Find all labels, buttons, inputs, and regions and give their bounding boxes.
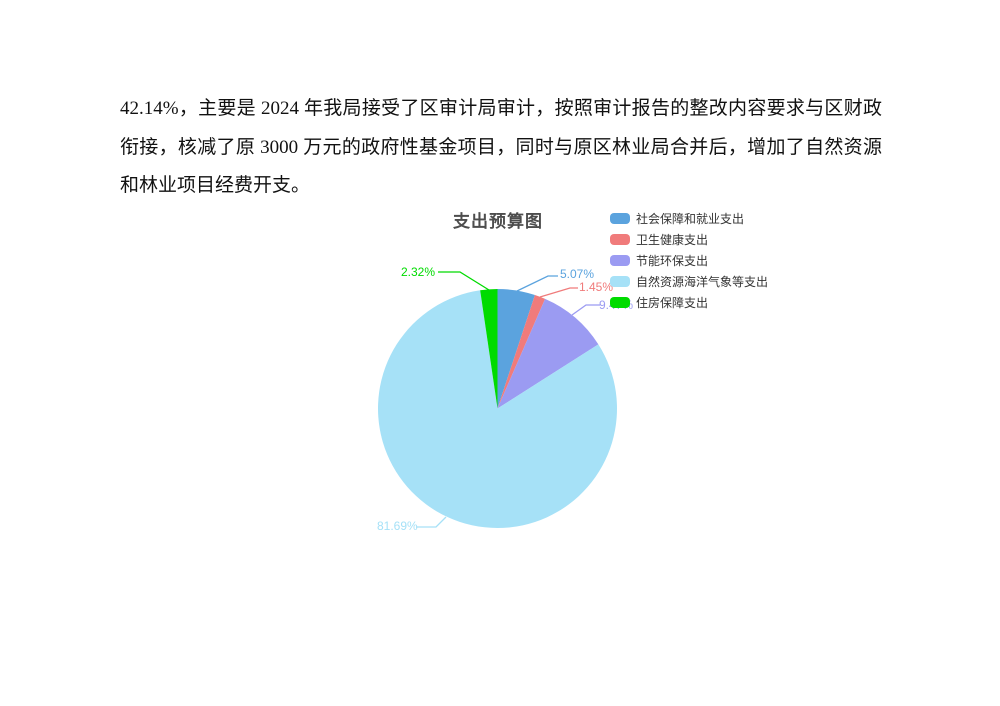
chart-legend: 社会保障和就业支出 卫生健康支出 节能环保支出 自然资源海洋气象等支出 住房保障… [610, 208, 768, 313]
pie-slice-3[interactable] [378, 290, 618, 529]
body-paragraph: 42.14%，主要是 2024 年我局接受了区审计局审计，按照审计报告的整改内容… [120, 90, 882, 206]
legend-swatch-social-security-icon [610, 213, 630, 224]
legend-label: 社会保障和就业支出 [636, 212, 745, 226]
paragraph-line-2: 衔接，核减了原 3000 万元的政府性基金项目，同时与原区林业局合并后，增加了自… [120, 136, 882, 158]
legend-item-natural-resources[interactable]: 自然资源海洋气象等支出 [610, 271, 768, 292]
paragraph-line-1: 42.14%，主要是 2024 年我局接受了区审计局审计，按照审计报告的整改内容… [120, 98, 882, 119]
legend-swatch-natural-resources-icon [610, 276, 630, 287]
pie-slice-1[interactable] [497, 295, 546, 409]
legend-swatch-health-icon [610, 234, 630, 245]
legend-swatch-energy-env-icon [610, 255, 630, 266]
legend-item-health[interactable]: 卫生健康支出 [610, 229, 768, 250]
pie-slice-4[interactable] [480, 289, 498, 409]
slice-label-natural-resources: 81.69% [377, 519, 418, 533]
legend-item-social-security[interactable]: 社会保障和就业支出 [610, 208, 768, 229]
legend-item-energy-env[interactable]: 节能环保支出 [610, 250, 768, 271]
pie-slice-2[interactable] [497, 298, 599, 409]
legend-swatch-housing-icon [610, 297, 630, 308]
chart-title: 支出预算图 [453, 212, 543, 231]
legend-label: 住房保障支出 [636, 296, 709, 310]
legend-label: 自然资源海洋气象等支出 [636, 275, 769, 289]
slice-label-social-security: 5.07% [560, 267, 595, 281]
leader-line-health [539, 287, 578, 298]
paragraph-line-3: 和林业项目经费开支。 [120, 175, 311, 196]
leader-line-housing [438, 271, 490, 291]
legend-label: 节能环保支出 [636, 254, 709, 268]
pie-slice-0[interactable] [497, 289, 535, 409]
leader-line-energy-env [571, 304, 600, 316]
leader-line-social-security [516, 275, 558, 292]
legend-item-housing[interactable]: 住房保障支出 [610, 292, 768, 313]
leader-line-natural-resources [416, 516, 447, 528]
slice-label-housing: 2.32% [400, 265, 435, 279]
legend-label: 卫生健康支出 [636, 233, 709, 247]
slice-label-health: 1.45% [579, 280, 614, 294]
